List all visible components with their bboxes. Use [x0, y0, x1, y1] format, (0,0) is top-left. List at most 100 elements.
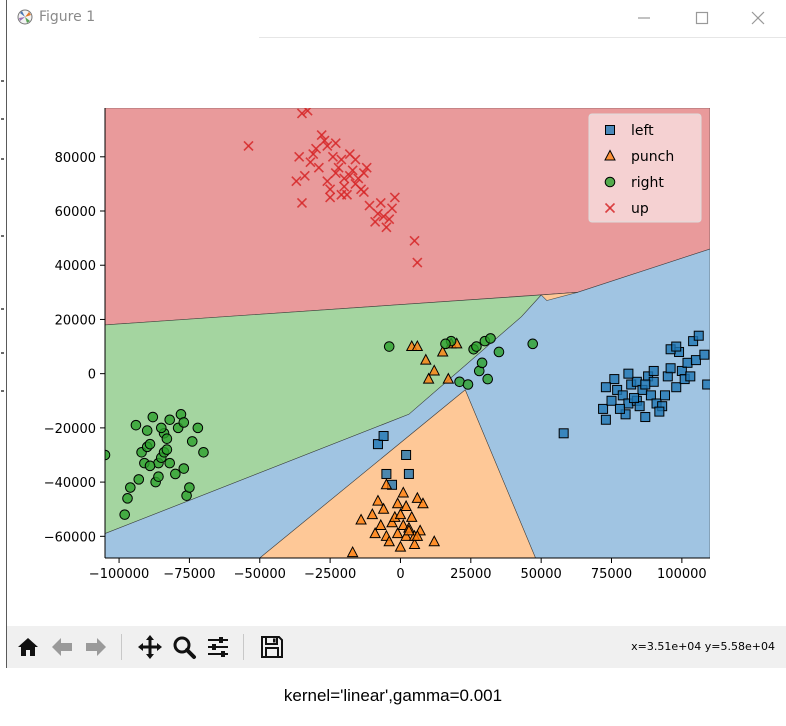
data-point-right: [153, 471, 164, 482]
minimize-button[interactable]: [621, 4, 667, 32]
title-bar[interactable]: Figure 1: [7, 0, 786, 36]
x-tick-label: −25000: [304, 567, 356, 582]
data-point-up: [319, 135, 330, 146]
data-point-up: [296, 197, 308, 208]
data-point-right: [130, 419, 142, 431]
data-point-up: [361, 162, 372, 173]
x-tick-label: 25000: [450, 567, 491, 582]
data-point-left: [378, 431, 389, 442]
legend-label-punch: punch: [631, 149, 674, 165]
data-point-up: [316, 130, 327, 141]
data-point-punch: [397, 486, 410, 498]
data-point-left: [682, 357, 693, 368]
data-point-right: [147, 411, 159, 423]
data-point-right: [440, 338, 451, 350]
data-point-left: [699, 349, 710, 360]
forward-button[interactable]: [81, 632, 111, 662]
data-point-punch: [411, 491, 424, 503]
plot-canvas[interactable]: −100000 −75000 −50000 −25000 0 25000 50000 7500…: [7, 90, 786, 610]
data-point-right: [144, 438, 156, 450]
y-tick-label: −20000: [44, 422, 96, 437]
data-point-up: [358, 186, 369, 198]
y-tick-label: 80000: [55, 151, 96, 166]
data-point-left: [671, 382, 682, 393]
data-point-punch: [394, 508, 407, 520]
zoom-icon: [173, 636, 196, 659]
decision-region-plot[interactable]: −100000 −75000 −50000 −25000 0 25000 50000 7500…: [7, 90, 786, 610]
data-point-up: [305, 157, 316, 168]
zoom-button[interactable]: [169, 632, 199, 662]
data-point-left: [606, 395, 617, 406]
data-point-up: [409, 235, 420, 246]
configure-subplots-button[interactable]: [203, 632, 233, 662]
data-point-left: [620, 409, 631, 420]
data-point-up: [386, 203, 398, 214]
matplotlib-logo-icon: [17, 9, 33, 25]
data-point-right: [471, 341, 482, 352]
data-point-punch: [419, 353, 432, 365]
data-point-right: [178, 463, 190, 474]
data-point-right: [485, 333, 496, 344]
data-point-up: [327, 151, 338, 162]
data-point-punch: [386, 516, 398, 528]
data-point-punch: [366, 508, 379, 520]
configure-subplots-icon: [208, 637, 228, 657]
legend-label-right: right: [631, 175, 664, 191]
data-point-left: [659, 390, 670, 401]
data-point-up: [339, 173, 350, 184]
data-point-up: [325, 192, 336, 203]
back-button[interactable]: [47, 632, 77, 662]
navigation-toolbar: x=3.51e+04 y=5.58e+04: [7, 626, 786, 668]
data-point-left: [640, 412, 651, 423]
close-button[interactable]: [735, 4, 781, 32]
data-point-left: [688, 336, 699, 347]
x-tick-label: 0: [396, 567, 404, 582]
data-point-left: [665, 363, 676, 374]
data-point-up: [291, 176, 302, 187]
data-point-left: [614, 403, 625, 414]
data-point-left: [381, 468, 392, 479]
data-point-up: [389, 192, 400, 203]
legend-box: [588, 113, 702, 223]
data-point-punch: [372, 494, 384, 506]
save-button[interactable]: [257, 632, 287, 662]
y-tick-label: 0: [88, 368, 96, 383]
data-point-left: [558, 428, 569, 439]
y-tick-label: 20000: [55, 313, 96, 328]
data-point-up: [358, 167, 369, 179]
data-point-punch: [408, 537, 421, 549]
decision-region-punch: [259, 389, 536, 558]
data-point-punch: [346, 546, 359, 558]
pan-button[interactable]: [135, 632, 165, 662]
x-tick-label: −50000: [234, 567, 286, 582]
data-point-punch: [422, 372, 435, 384]
data-point-punch: [436, 345, 449, 357]
x-tick-label: −100000: [89, 567, 150, 582]
data-point-left: [617, 390, 628, 401]
data-point-left: [640, 379, 651, 390]
data-point-right: [119, 509, 130, 520]
data-point-up: [370, 216, 381, 227]
data-point-up: [378, 211, 389, 222]
data-point-punch: [405, 510, 418, 522]
back-arrow-icon: [52, 638, 72, 656]
data-point-punch: [391, 527, 404, 539]
data-point-up: [313, 162, 324, 173]
maximize-button[interactable]: [679, 4, 725, 32]
home-button[interactable]: [13, 632, 43, 662]
data-point-left: [648, 376, 659, 387]
figure-caption: kernel='linear',gamma=0.001: [283, 686, 503, 705]
data-point-left: [654, 406, 665, 417]
data-point-up: [412, 257, 423, 268]
toolbar-separator: [121, 634, 122, 660]
data-point-right: [141, 425, 153, 436]
data-point-right: [122, 493, 133, 504]
background-window-edge: [0, 60, 6, 440]
data-point-punch: [417, 497, 429, 509]
home-icon: [18, 638, 38, 656]
data-point-left: [702, 379, 710, 390]
data-point-right: [164, 414, 176, 426]
data-point-up: [336, 189, 347, 200]
y-tick-label: −40000: [44, 476, 96, 491]
data-point-punch: [428, 535, 441, 547]
